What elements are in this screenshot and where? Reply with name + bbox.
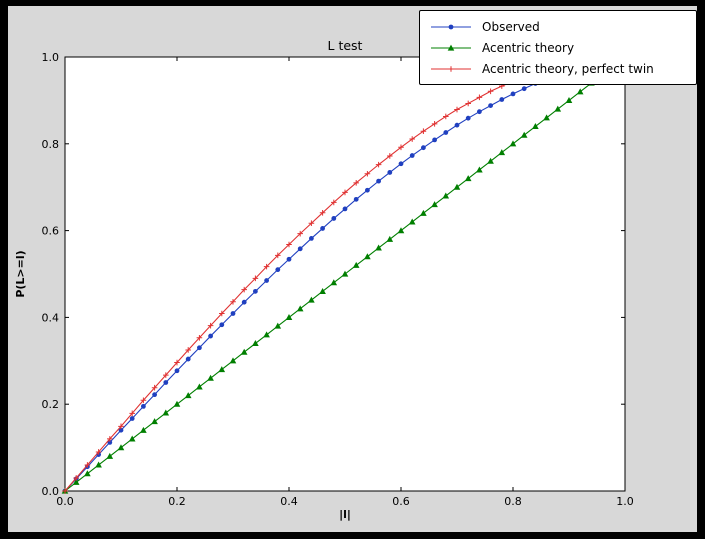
x-axis-label: |l|	[339, 508, 351, 521]
svg-text:0.6: 0.6	[42, 225, 60, 238]
figure-background: L test |l| P(L>=l) 0.0 0.2 0.4 0.6 0.8 1.0 0.0…	[8, 6, 697, 532]
svg-text:0.8: 0.8	[42, 138, 60, 151]
svg-text:0.8: 0.8	[504, 495, 522, 508]
svg-text:0.0: 0.0	[56, 495, 74, 508]
svg-text:0.4: 0.4	[42, 311, 60, 324]
svg-text:0.2: 0.2	[42, 398, 60, 411]
legend: Observed Acentric theory Acentric theory…	[419, 10, 697, 85]
legend-item-acentric-theory: Acentric theory	[428, 37, 686, 58]
legend-item-acentric-theory-perfect-twin: Acentric theory, perfect twin	[428, 58, 686, 79]
legend-item-observed: Observed	[428, 16, 686, 37]
chart-title: L test	[328, 38, 363, 53]
legend-label: Observed	[482, 19, 540, 34]
legend-line-sample	[431, 65, 471, 72]
legend-line-sample	[431, 44, 471, 51]
legend-label: Acentric theory, perfect twin	[482, 61, 654, 76]
plot-area: 0.0 0.2 0.4 0.6 0.8 1.0 0.0 0.2 0.4 0.6 0.8 1.0	[42, 51, 634, 508]
legend-label: Acentric theory	[482, 40, 575, 55]
svg-text:1.0: 1.0	[616, 495, 634, 508]
svg-text:0.6: 0.6	[392, 495, 410, 508]
legend-line-sample	[431, 24, 471, 29]
svg-text:0.0: 0.0	[42, 485, 60, 498]
svg-text:0.4: 0.4	[280, 495, 298, 508]
svg-text:0.2: 0.2	[168, 495, 186, 508]
y-axis-label: P(L>=l)	[14, 250, 27, 297]
svg-text:1.0: 1.0	[42, 51, 60, 64]
